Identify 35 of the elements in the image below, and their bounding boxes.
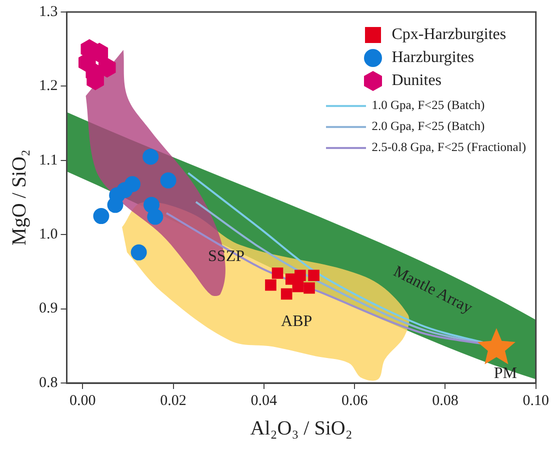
- x-tick-label: 0.10: [522, 392, 549, 409]
- y-tick-label: 1.3: [39, 4, 58, 20]
- legend-label: 2.5-0.8 Gpa, F<25 (Fractional): [372, 140, 526, 155]
- point: [280, 288, 292, 300]
- x-axis-title: Al₂O₃ / SiO₂: [250, 417, 352, 440]
- legend-label: Harzburgites: [392, 49, 474, 67]
- annotation: PM: [494, 364, 517, 382]
- point: [265, 279, 276, 291]
- point: [292, 280, 304, 292]
- point: [147, 208, 164, 225]
- y-tick-label: 0.8: [39, 374, 58, 391]
- y-tick-label: 1.1: [39, 152, 58, 168]
- point: [294, 270, 306, 282]
- y-axis-title: MgO / SiO₂: [8, 150, 30, 246]
- point: [160, 172, 176, 188]
- x-tick-label: 0.08: [432, 392, 458, 409]
- x-tick-label: 0.04: [250, 392, 278, 409]
- x-tick-label: 0.02: [160, 392, 186, 409]
- legend-label: 2.0 Gpa, F<25 (Batch): [372, 119, 485, 134]
- x-tick-label: 0.06: [341, 392, 368, 409]
- legend-label: Cpx-Harzburgites: [392, 26, 506, 44]
- x-tick-label: 0.00: [69, 392, 96, 409]
- point: [142, 148, 159, 165]
- y-tick-label: 0.9: [39, 300, 58, 317]
- annotation: ABP: [281, 312, 312, 330]
- point: [308, 270, 320, 282]
- y-tick-label: 1.0: [39, 226, 58, 243]
- legend-label: 1.0 Gpa, F<25 (Batch): [372, 98, 485, 113]
- y-tick-label: 1.2: [39, 78, 58, 94]
- annotation: SSZP: [208, 248, 245, 266]
- legend-label: Dunites: [392, 72, 442, 90]
- point: [304, 282, 315, 294]
- point: [272, 268, 284, 279]
- point: [130, 244, 147, 260]
- point: [93, 208, 110, 224]
